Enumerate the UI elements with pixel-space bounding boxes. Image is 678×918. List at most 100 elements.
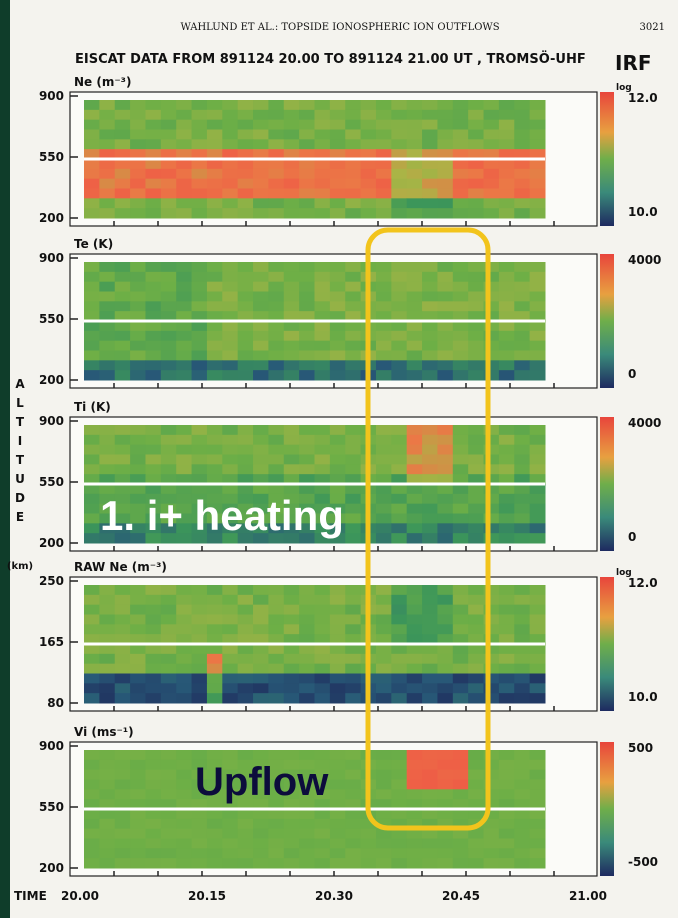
heatmap-cell [84,271,100,283]
heatmap-cell [314,444,331,455]
heatmap-cell [345,159,362,170]
heatmap-cell [314,425,331,436]
heatmap-cell [99,474,116,485]
heatmap-cell [529,100,546,111]
heatmap-cell [145,513,162,524]
heatmap-cell [391,474,408,485]
heatmap-cell [437,340,454,351]
heatmap-cell [345,454,362,465]
heatmap-cell [145,129,162,140]
heatmap-cell [452,370,469,381]
heatmap-cell [468,769,485,780]
heatmap-cell [452,464,469,475]
heatmap-cell [483,513,500,524]
heatmap-cell [84,139,100,150]
heatmap-cell [329,281,346,292]
heatmap-cell [514,533,531,544]
heatmap-cell [253,594,269,606]
heatmap-cell [283,311,300,322]
heatmap-cell [437,474,454,485]
heatmap-cell [99,311,116,322]
heatmap-cell [314,340,331,351]
logo: IRF [615,51,652,75]
heatmap-cell [345,139,362,150]
heatmap-cell [191,425,208,436]
heatmap-cell [130,281,146,292]
heatmap-cell [483,301,500,312]
heatmap-cell [329,799,346,810]
heatmap-cell [299,533,315,544]
heatmap-cell [299,159,315,170]
heatmap-cell [498,262,515,273]
heatmap-cell [329,789,346,800]
heatmap-cell [299,634,315,645]
heatmap-cell [268,271,285,283]
heatmap-cell [452,750,469,761]
heatmap-cell [206,370,223,381]
heatmap-cell [329,594,346,606]
heatmap-cell [468,444,485,455]
heatmap-cell [345,474,362,485]
heatmap-cell [514,464,531,475]
heatmap-cell [498,444,515,455]
heatmap-cell [222,484,239,495]
heatmap-cell [222,100,239,111]
y-tick-label: 900 [39,414,64,428]
heatmap-cell [406,281,423,292]
heatmap-cell [237,109,254,121]
heatmap-cell [191,444,208,455]
heatmap-cell [237,444,254,455]
heatmap-cell [99,425,116,436]
heatmap-cell [130,769,146,780]
heatmap-cell [222,129,239,140]
heatmap-cell [329,188,346,199]
heatmap-cell [452,673,469,684]
heatmap-cell [437,789,454,800]
heatmap-cell [84,634,100,645]
heatmap-cell [345,119,362,130]
heatmap-cell [468,454,485,465]
heatmap-cell [206,281,223,292]
heatmap-cell [437,644,454,655]
heatmap-cell [437,454,454,465]
heatmap-cell [283,614,300,625]
heatmap-cell [84,533,100,544]
heatmap-cell [145,330,162,342]
heatmap-cell [422,139,438,150]
heatmap-cell [114,100,131,111]
heatmap-cell [360,139,377,150]
heatmap-cell [422,454,438,465]
heatmap-cell [237,425,254,436]
heatmap-cell [406,159,423,170]
heatmap-cell [529,513,546,524]
heatmap-cell [422,828,438,839]
heatmap-cell [114,789,131,800]
heatmap-cell [299,779,315,790]
heatmap-cell [483,360,500,371]
heatmap-cell [529,321,546,332]
heatmap-cell [222,493,239,505]
heatmap-cell [283,634,300,645]
heatmap-cell [498,604,515,615]
heatmap-cell [314,262,331,273]
heatmap-cell [299,454,315,465]
heatmap-cell [437,779,454,790]
heatmap-cell [145,503,162,514]
heatmap-cell [422,653,438,665]
heatmap-cell [84,769,100,780]
heatmap-cell [391,513,408,524]
heatmap-cell [391,503,408,514]
heatmap-cell [345,848,362,859]
heatmap-cell [391,779,408,790]
heatmap-cell [283,474,300,485]
heatmap-cell [375,100,392,111]
heatmap-cell [468,585,485,596]
heatmap-cell [268,789,285,800]
heatmap-cell [514,129,531,140]
heatmap-cell [406,139,423,150]
heatmap-cell [437,523,454,534]
heatmap-cell [329,653,346,665]
heatmap-cell [406,129,423,140]
heatmap-cell [314,271,331,283]
heatmap-cell [99,858,116,869]
